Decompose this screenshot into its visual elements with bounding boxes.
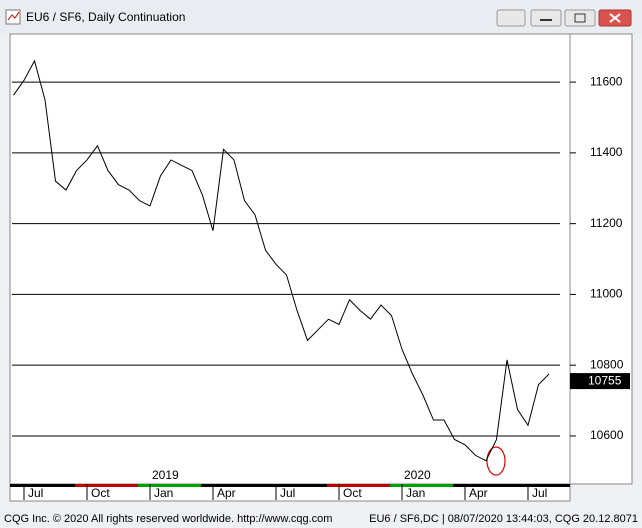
x-tick-label: Jul: [280, 486, 295, 500]
app-icon-line: [7, 11, 20, 21]
year-label: 2019: [152, 468, 179, 482]
session-strip: [10, 484, 570, 487]
maximize-icon: [574, 13, 586, 23]
link-button[interactable]: [496, 9, 526, 27]
y-tick-label: 11200: [590, 216, 623, 230]
x-tick-label: Jan: [406, 486, 425, 500]
x-tick-label: Jan: [154, 486, 173, 500]
y-tick-label: 11400: [590, 145, 623, 159]
strip-base: [10, 484, 570, 487]
annotation-circle: [486, 446, 506, 476]
price-axis: [569, 33, 633, 485]
strip-green: [138, 484, 201, 487]
x-tick-label: Oct: [91, 486, 110, 500]
minimize-button[interactable]: [530, 9, 562, 27]
close-icon: [609, 13, 621, 23]
footer-right: EU6 / SF6,DC | 08/07/2020 13:44:03, CQG …: [369, 513, 638, 525]
last-price-box: [570, 373, 630, 390]
strip-red: [327, 484, 390, 487]
app-icon: [5, 9, 21, 25]
year-label: 2020: [404, 468, 431, 482]
last-price-label: 10755: [588, 373, 622, 387]
x-tick-label: Oct: [343, 486, 362, 500]
y-tick-label: 11600: [590, 74, 623, 88]
y-tick-label: 10800: [590, 357, 624, 371]
maximize-button[interactable]: [564, 9, 596, 27]
strip-green: [390, 484, 453, 487]
y-tick-label: 10600: [590, 428, 624, 442]
plot-area: [9, 33, 571, 485]
window-title: EU6 / SF6, Daily Continuation: [26, 10, 185, 24]
strip-red: [75, 484, 138, 487]
x-tick-label: Jul: [28, 486, 43, 500]
x-tick-label: Jul: [532, 486, 547, 500]
x-tick-label: Apr: [469, 486, 488, 500]
y-tick-label: 11000: [590, 287, 623, 301]
x-tick-label: Apr: [217, 486, 236, 500]
price-line: [13, 59, 550, 462]
footer-left: CQG Inc. © 2020 All rights reserved worl…: [4, 513, 332, 525]
